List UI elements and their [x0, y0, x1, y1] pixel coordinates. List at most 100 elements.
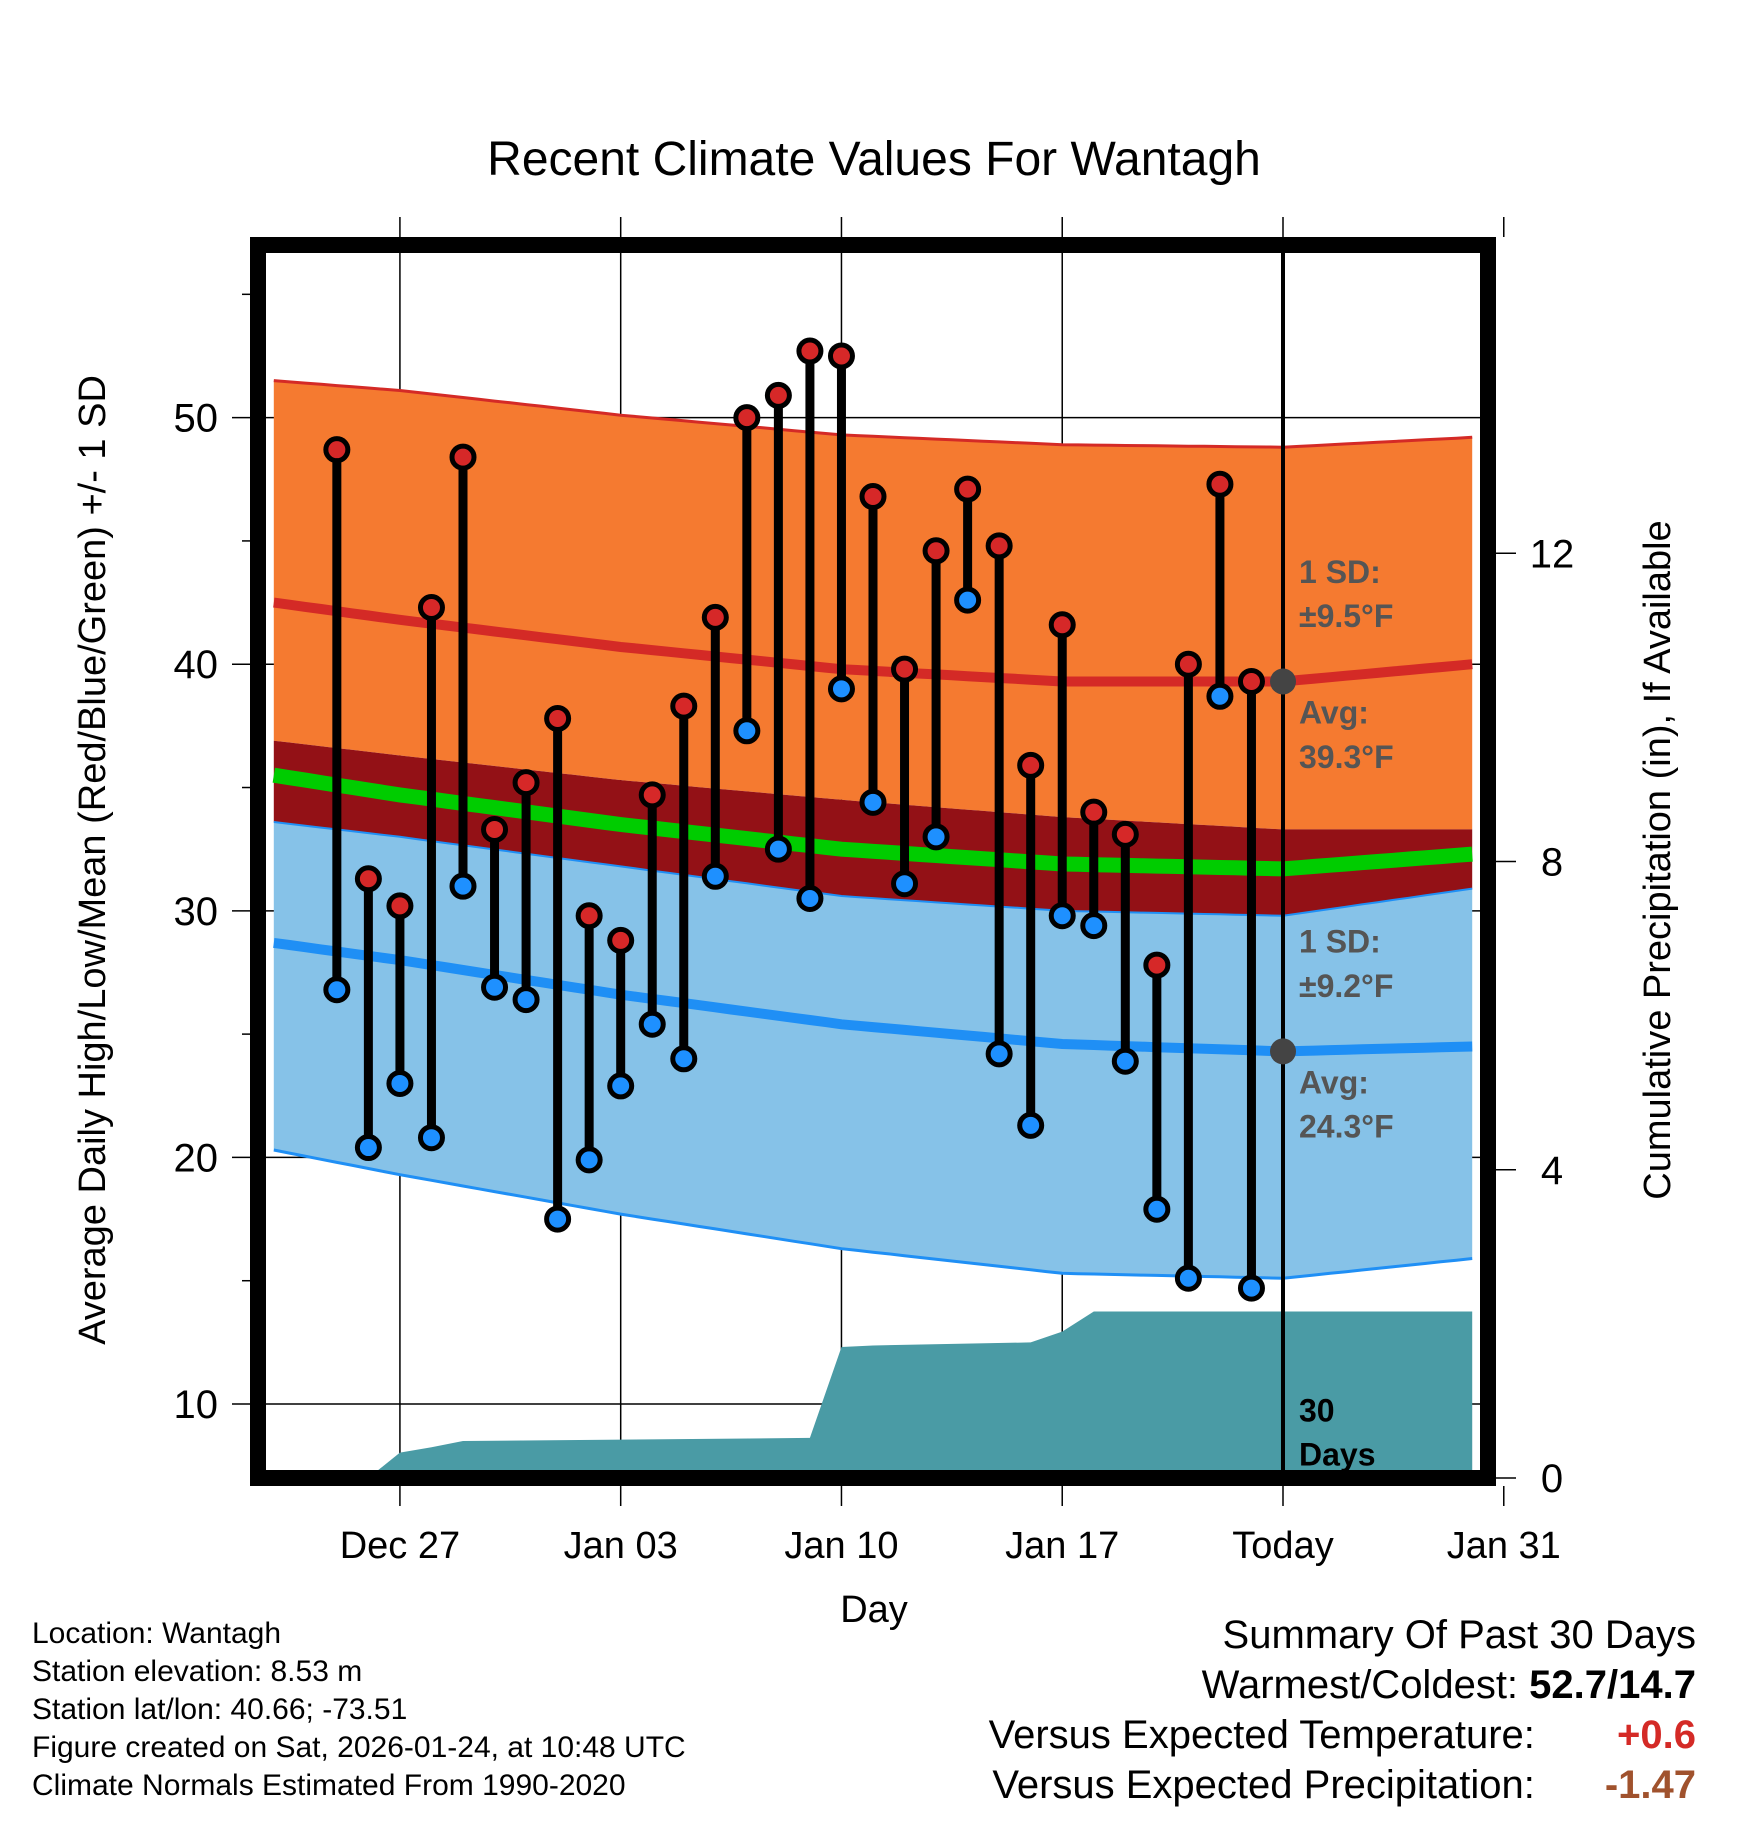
daily-high-point [417, 594, 445, 622]
daily-low-point [1048, 902, 1076, 930]
y2-tick-label: 8 [1541, 841, 1563, 885]
chart-title: Recent Climate Values For Wantagh [487, 133, 1261, 186]
precip-row: Versus Expected Precipitation: -1.47 [989, 1760, 1696, 1810]
y2-tick-label: 4 [1541, 1149, 1563, 1193]
warm-cold-label: Warmest/Coldest: [1201, 1663, 1519, 1707]
temp-label: Versus Expected Temperature: [988, 1713, 1535, 1757]
x-tick-label: Jan 17 [1005, 1525, 1119, 1567]
y2-tick-label: 12 [1530, 532, 1575, 576]
x-axis-label: Day [840, 1589, 908, 1631]
y-tick-label: 10 [174, 1383, 219, 1427]
daily-high-point [1237, 667, 1265, 695]
daily-high-point [1017, 751, 1045, 779]
daily-low-point [922, 823, 950, 851]
x-tick-label: Jan 03 [564, 1525, 678, 1567]
y-tick-label: 50 [174, 397, 219, 441]
low-sd-value: ±9.2°F [1299, 968, 1393, 1004]
daily-high-point [764, 381, 792, 409]
high-upper-line [273, 379, 1473, 449]
daily-high-point [733, 404, 761, 432]
daily-high-point [954, 475, 982, 503]
created-text: Figure created on Sat, 2026-01-24, at 10… [32, 1731, 686, 1764]
low-sd-band [273, 822, 1473, 1279]
daily-low-point [670, 1045, 698, 1073]
high-sd-label: 1 SD: [1299, 554, 1381, 590]
daily-high-point [827, 342, 855, 370]
daily-high-point [323, 436, 351, 464]
latlon-text: Station lat/lon: 40.66; -73.51 [32, 1693, 408, 1726]
daily-high-point [985, 532, 1013, 560]
daily-high-point [512, 769, 540, 797]
daily-low-point [827, 675, 855, 703]
daily-high-point [1080, 798, 1108, 826]
daily-high-point [922, 537, 950, 565]
high-sd-value: ±9.5°F [1299, 598, 1393, 634]
x-tick-label: Jan 10 [784, 1525, 898, 1567]
daily-low-point [733, 717, 761, 745]
daily-low-point [764, 835, 792, 863]
daily-high-point [1206, 470, 1234, 498]
daily-high-point [1174, 650, 1202, 678]
high-avg-value: 39.3°F [1299, 739, 1394, 775]
precip-days-label: Days [1299, 1437, 1376, 1473]
daily-low-point [512, 986, 540, 1014]
summary-title: Summary Of Past 30 Days [1222, 1613, 1696, 1657]
daily-high-point [1143, 951, 1171, 979]
daily-low-point [417, 1124, 445, 1152]
precip-label: Versus Expected Precipitation: [992, 1763, 1535, 1807]
precip-value: -1.47 [1604, 1763, 1696, 1807]
daily-high-point [386, 892, 414, 920]
warm-cold-value: 52.7/14.7 [1529, 1663, 1696, 1707]
daily-low-point [796, 884, 824, 912]
station-info: Location: Wantagh Station elevation: 8.5… [32, 1615, 686, 1805]
daily-low-point [323, 976, 351, 1004]
daily-low-point [1143, 1195, 1171, 1223]
daily-low-point [354, 1134, 382, 1162]
y2-axis-label: Cumulative Precipitation (in), If Availa… [1637, 520, 1679, 1199]
warm-cold-row: Warmest/Coldest: 52.7/14.7 [989, 1660, 1696, 1710]
daily-low-point [575, 1146, 603, 1174]
y-tick-label: 20 [174, 1136, 219, 1180]
daily-high-point [670, 692, 698, 720]
daily-low-point [1080, 912, 1108, 940]
daily-high-point [859, 483, 887, 511]
daily-high-point [544, 704, 572, 732]
elevation-text: Station elevation: 8.53 m [32, 1655, 363, 1688]
y-tick-label: 40 [174, 643, 219, 687]
low-avg-label: Avg: [1299, 1064, 1369, 1100]
temp-row: Versus Expected Temperature: +0.6 [989, 1710, 1696, 1760]
daily-high-point [575, 902, 603, 930]
low-lower-line [273, 1148, 1473, 1280]
daily-low-point [1017, 1111, 1045, 1139]
low-avg-value: 24.3°F [1299, 1109, 1394, 1145]
daily-low-point [1111, 1047, 1139, 1075]
high-avg-label: Avg: [1299, 694, 1369, 730]
daily-high-point [891, 655, 919, 683]
normals-text: Climate Normals Estimated From 1990-2020 [32, 1769, 626, 1802]
plot-content [258, 245, 1488, 1478]
daily-high-point [354, 865, 382, 893]
daily-low-point [985, 1040, 1013, 1068]
precip-days-label: 30 [1299, 1392, 1335, 1428]
daily-high-point [481, 815, 509, 843]
today-high-avg-dot [1270, 668, 1296, 695]
daily-high-point [1048, 611, 1076, 639]
daily-low-point [607, 1072, 635, 1100]
daily-low-point [891, 870, 919, 898]
y-tick-label: 30 [174, 890, 219, 934]
location-text: Location: Wantagh [32, 1617, 282, 1650]
daily-high-point [1111, 820, 1139, 848]
plot-frame [250, 237, 1496, 1486]
precip-area [273, 1311, 1473, 1478]
daily-low-point [954, 586, 982, 614]
daily-high-point [449, 443, 477, 471]
temp-value: +0.6 [1617, 1713, 1696, 1757]
daily-low-point [701, 862, 729, 890]
daily-low-point [1174, 1264, 1202, 1292]
daily-low-point [638, 1010, 666, 1038]
daily-low-point [481, 973, 509, 1001]
summary-panel: Summary Of Past 30 Days Warmest/Coldest:… [989, 1610, 1696, 1810]
x-tick-label: Today [1232, 1525, 1333, 1567]
x-tick-label: Jan 31 [1447, 1525, 1561, 1567]
